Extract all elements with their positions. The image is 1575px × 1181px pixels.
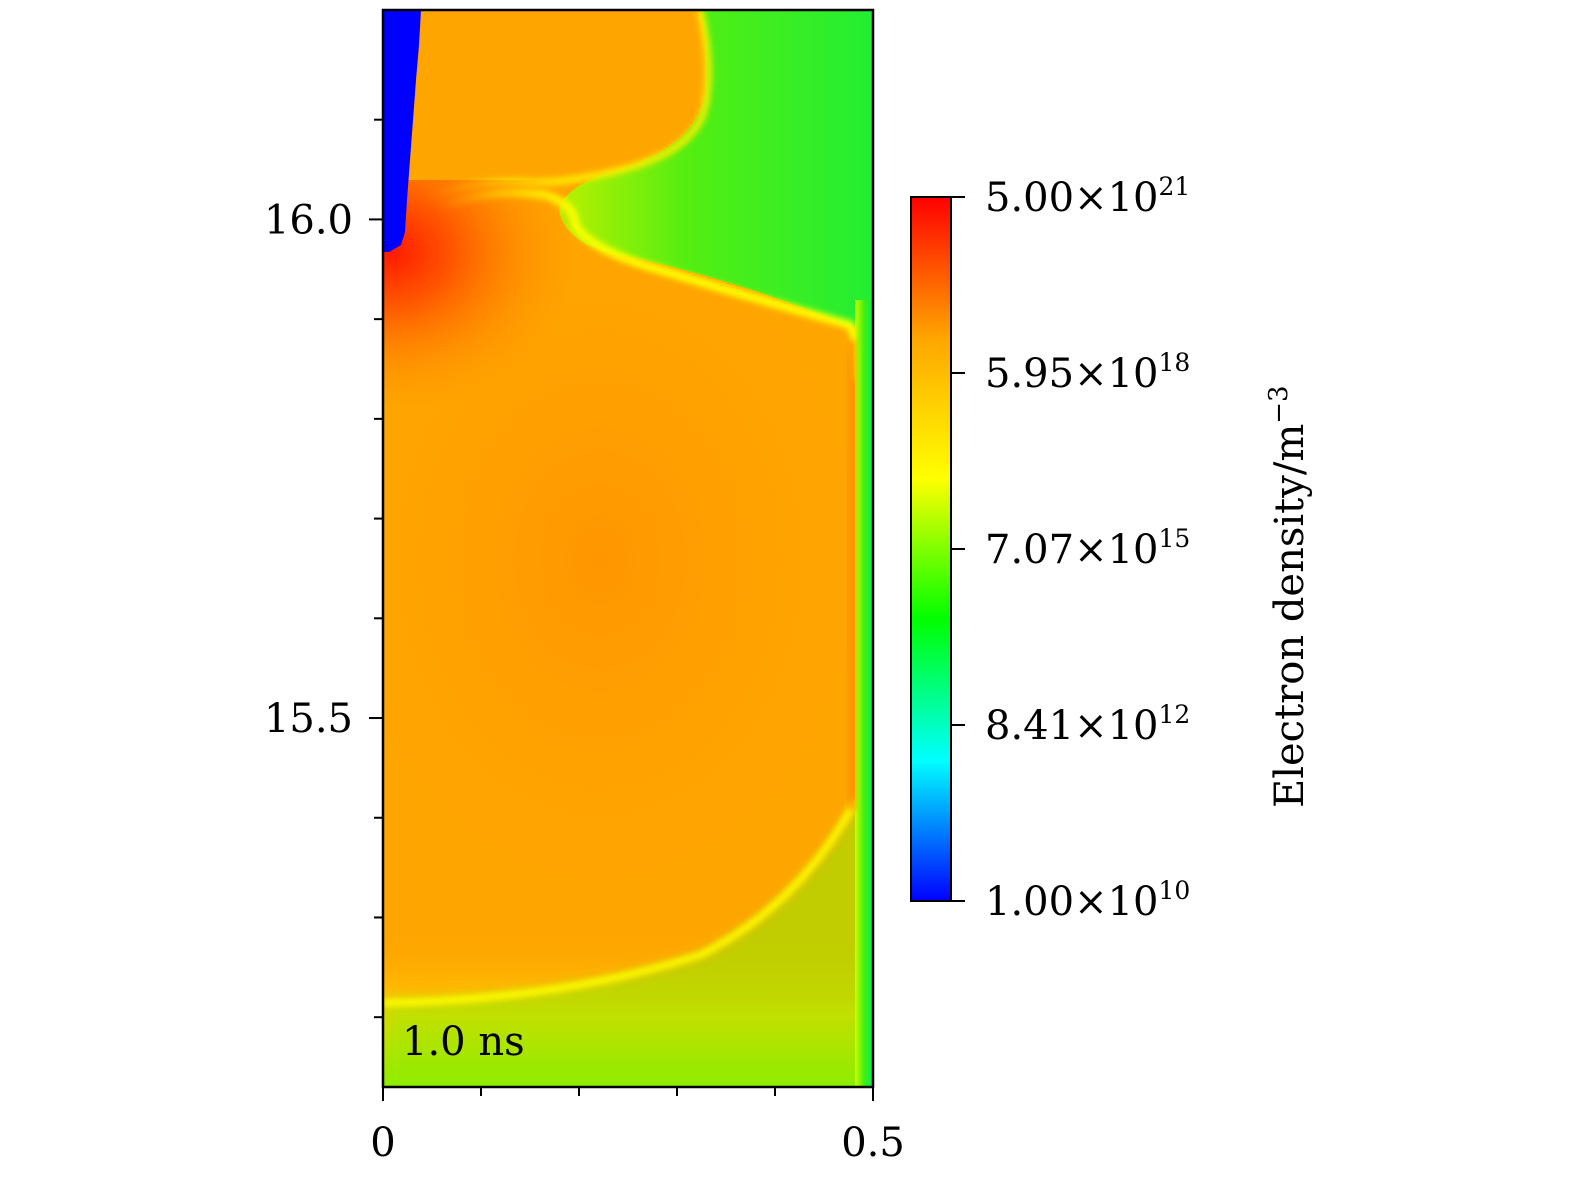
colorbar-tick-exponent: 15 — [1158, 524, 1190, 553]
heatmap-upper-right-green-region — [559, 10, 873, 330]
colorbar-title-exponent: −3 — [1264, 385, 1294, 423]
time-annotation: 1.0 ns — [402, 1019, 525, 1065]
colorbar-tick-times: × — [1074, 527, 1108, 573]
colorbar-title-text: Electron density/m — [1267, 424, 1313, 808]
heatmap-field — [383, 10, 873, 1087]
colorbar-tick-label: 7.07×1015 — [985, 524, 1190, 573]
colorbar-tick-exponent: 18 — [1158, 348, 1190, 377]
colorbar-tick-mantissa: 5.95 — [985, 351, 1074, 397]
heatmap-tip-hotspot — [383, 180, 633, 440]
colorbar-tick-mantissa: 8.41 — [985, 703, 1074, 749]
colorbar-tick-base: 10 — [1108, 703, 1159, 749]
y-tick-label: 15.5 — [264, 696, 353, 742]
heatmap-lower-arc-line — [383, 798, 860, 1007]
colorbar-tick-label: 5.00×1021 — [985, 172, 1190, 221]
colorbar-tick-times: × — [1074, 879, 1108, 925]
colorbar-tick-times: × — [1074, 351, 1108, 397]
y-tick-label: 16.0 — [264, 197, 353, 243]
colorbar-tick-exponent: 21 — [1158, 172, 1190, 201]
colorbar-tick-base: 10 — [1108, 527, 1159, 573]
colorbar-tick-times: × — [1074, 703, 1108, 749]
heatmap-electrode-region — [383, 10, 421, 252]
colorbar-tick-label: 5.95×1018 — [985, 348, 1190, 397]
plot-frame — [381, 8, 875, 1089]
heatmap-lower-arc-region — [383, 800, 873, 1087]
y-axis: 16.0 15.5 — [264, 118, 383, 1019]
colorbar-tick-exponent: 10 — [1158, 876, 1190, 905]
colorbar-tick-label: 8.41×1012 — [985, 700, 1190, 749]
colorbar-tick-mantissa: 1.00 — [985, 879, 1074, 925]
colorbar-tick-label: 1.00×1010 — [985, 876, 1190, 925]
colorbar-gradient — [910, 196, 952, 902]
colorbar-tick-base: 10 — [1108, 351, 1159, 397]
colorbar-tick-exponent: 12 — [1158, 700, 1190, 729]
colorbar-ticks: 1.00×10108.41×10127.07×10155.95×10185.00… — [951, 172, 1190, 925]
x-tick-label: 0.5 — [841, 1120, 905, 1166]
colorbar-axis-title: Electron density/m−3 — [1264, 385, 1313, 808]
heatmap-right-dark-edge — [848, 340, 856, 810]
colorbar-tick-mantissa: 7.07 — [985, 527, 1074, 573]
colorbar-tick-mantissa: 5.00 — [985, 175, 1074, 221]
heatmap-right-boundary-region — [855, 300, 873, 1087]
colorbar-tick-base: 10 — [1108, 175, 1159, 221]
x-axis: 0 0.5 — [370, 1087, 905, 1166]
colorbar-tick-times: × — [1074, 175, 1108, 221]
colorbar-tick-base: 10 — [1108, 879, 1159, 925]
x-tick-label: 0 — [370, 1120, 395, 1166]
colorbar: 1.00×10108.41×10127.07×10155.95×10185.00… — [910, 172, 1190, 925]
